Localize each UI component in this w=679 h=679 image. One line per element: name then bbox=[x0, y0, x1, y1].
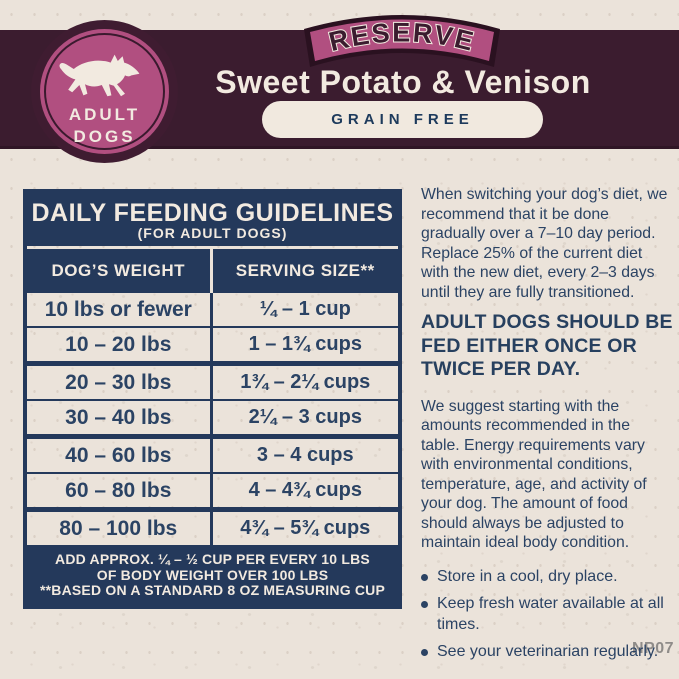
grain-free-pill: GRAIN FREE bbox=[262, 101, 543, 138]
running-dog-icon bbox=[59, 54, 139, 97]
reserve-ribbon: RESERVE bbox=[304, 15, 500, 67]
bullet-dot-icon bbox=[421, 649, 428, 656]
bullet-dot-icon bbox=[421, 573, 428, 581]
table-subtitle: (FOR ADULT DOGS) bbox=[137, 225, 288, 241]
weight-cell: 60 – 80 lbs bbox=[65, 478, 172, 502]
badge-label-adult: ADULT bbox=[68, 105, 141, 124]
transition-paragraph: When switching your dog’s diet, we recom… bbox=[421, 186, 668, 301]
weight-cell: 10 lbs or fewer bbox=[44, 297, 192, 321]
table-row: 80 – 100 lbs 4¾ – 5¾ cups bbox=[27, 512, 398, 547]
weight-cell: 40 – 60 lbs bbox=[65, 443, 172, 467]
footnote-line-3: **BASED ON A STANDARD 8 OZ MEASURING CUP bbox=[39, 582, 386, 598]
table-row: 40 – 60 lbs 3 – 4 cups bbox=[27, 439, 398, 474]
list-item: Store in a cool, dry place. bbox=[421, 567, 673, 588]
serving-cell: ¼ – 1 cup bbox=[209, 293, 398, 326]
column-header-weight: DOG’S WEIGHT bbox=[51, 261, 186, 280]
serving-cell: 3 – 4 cups bbox=[209, 439, 398, 472]
list-item: Keep fresh water available at all times. bbox=[421, 594, 673, 635]
bullet-text: Keep fresh water available at all times. bbox=[437, 595, 664, 633]
table-row: 30 – 40 lbs 2¼ – 3 cups bbox=[27, 401, 398, 439]
feeding-info-column: When switching your dog’s diet, we recom… bbox=[421, 185, 673, 670]
table-title-block: DAILY FEEDING GUIDELINES (FOR ADULT DOGS… bbox=[27, 193, 398, 246]
grain-free-label: GRAIN FREE bbox=[331, 111, 474, 128]
serving-cell: 1¾ – 2¼ cups bbox=[209, 366, 398, 399]
bullet-text: See your veterinarian regularly. bbox=[437, 643, 659, 660]
weight-cell: 10 – 20 lbs bbox=[65, 332, 172, 356]
list-item: See your veterinarian regularly. bbox=[421, 642, 673, 663]
serving-cell: 2¼ – 3 cups bbox=[209, 401, 398, 434]
serving-cell: 1 – 1¾ cups bbox=[209, 328, 398, 361]
adult-dogs-badge: ADULT DOGS bbox=[31, 20, 178, 163]
table-footnotes: ADD APPROX. ¼ – ½ CUP PER EVERY 10 LBS O… bbox=[27, 547, 398, 605]
table-row: 10 lbs or fewer ¼ – 1 cup bbox=[27, 293, 398, 328]
badge-label-dogs: DOGS bbox=[73, 127, 136, 146]
footnote-line-1: ADD APPROX. ¼ – ½ CUP PER EVERY 10 LBS bbox=[55, 551, 370, 567]
footnote-line-2: OF BODY WEIGHT OVER 100 LBS bbox=[96, 566, 329, 583]
weight-cell: 30 – 40 lbs bbox=[65, 405, 172, 429]
amount-paragraph: We suggest starting with the amounts rec… bbox=[421, 397, 647, 552]
table-row: 60 – 80 lbs 4 – 4¾ cups bbox=[27, 474, 398, 512]
table-title: DAILY FEEDING GUIDELINES bbox=[31, 199, 394, 227]
package-code: NP07 bbox=[632, 640, 675, 657]
table-row: 20 – 30 lbs 1¾ – 2¼ cups bbox=[27, 366, 398, 401]
care-bullet-list: Store in a cool, dry place. Keep fresh w… bbox=[421, 567, 673, 663]
bullet-dot-icon bbox=[421, 601, 428, 608]
table-column-headers: DOG’S WEIGHT SERVING SIZE** bbox=[27, 249, 398, 293]
bullet-text: Store in a cool, dry place. bbox=[437, 567, 618, 585]
serving-cell: 4 – 4¾ cups bbox=[209, 474, 398, 507]
column-header-serving: SERVING SIZE** bbox=[209, 249, 398, 293]
adult-dogs-badge-inner: ADULT DOGS bbox=[44, 33, 165, 150]
feeding-frequency-heading: ADULT DOGS SHOULD BE FED EITHER ONCE OR … bbox=[421, 311, 673, 380]
feeding-guidelines-table: DAILY FEEDING GUIDELINES (FOR ADULT DOGS… bbox=[23, 189, 402, 609]
serving-cell: 4¾ – 5¾ cups bbox=[209, 512, 398, 545]
table-row: 10 – 20 lbs 1 – 1¾ cups bbox=[27, 328, 398, 366]
weight-cell: 80 – 100 lbs bbox=[59, 516, 178, 540]
weight-cell: 20 – 30 lbs bbox=[65, 370, 172, 394]
